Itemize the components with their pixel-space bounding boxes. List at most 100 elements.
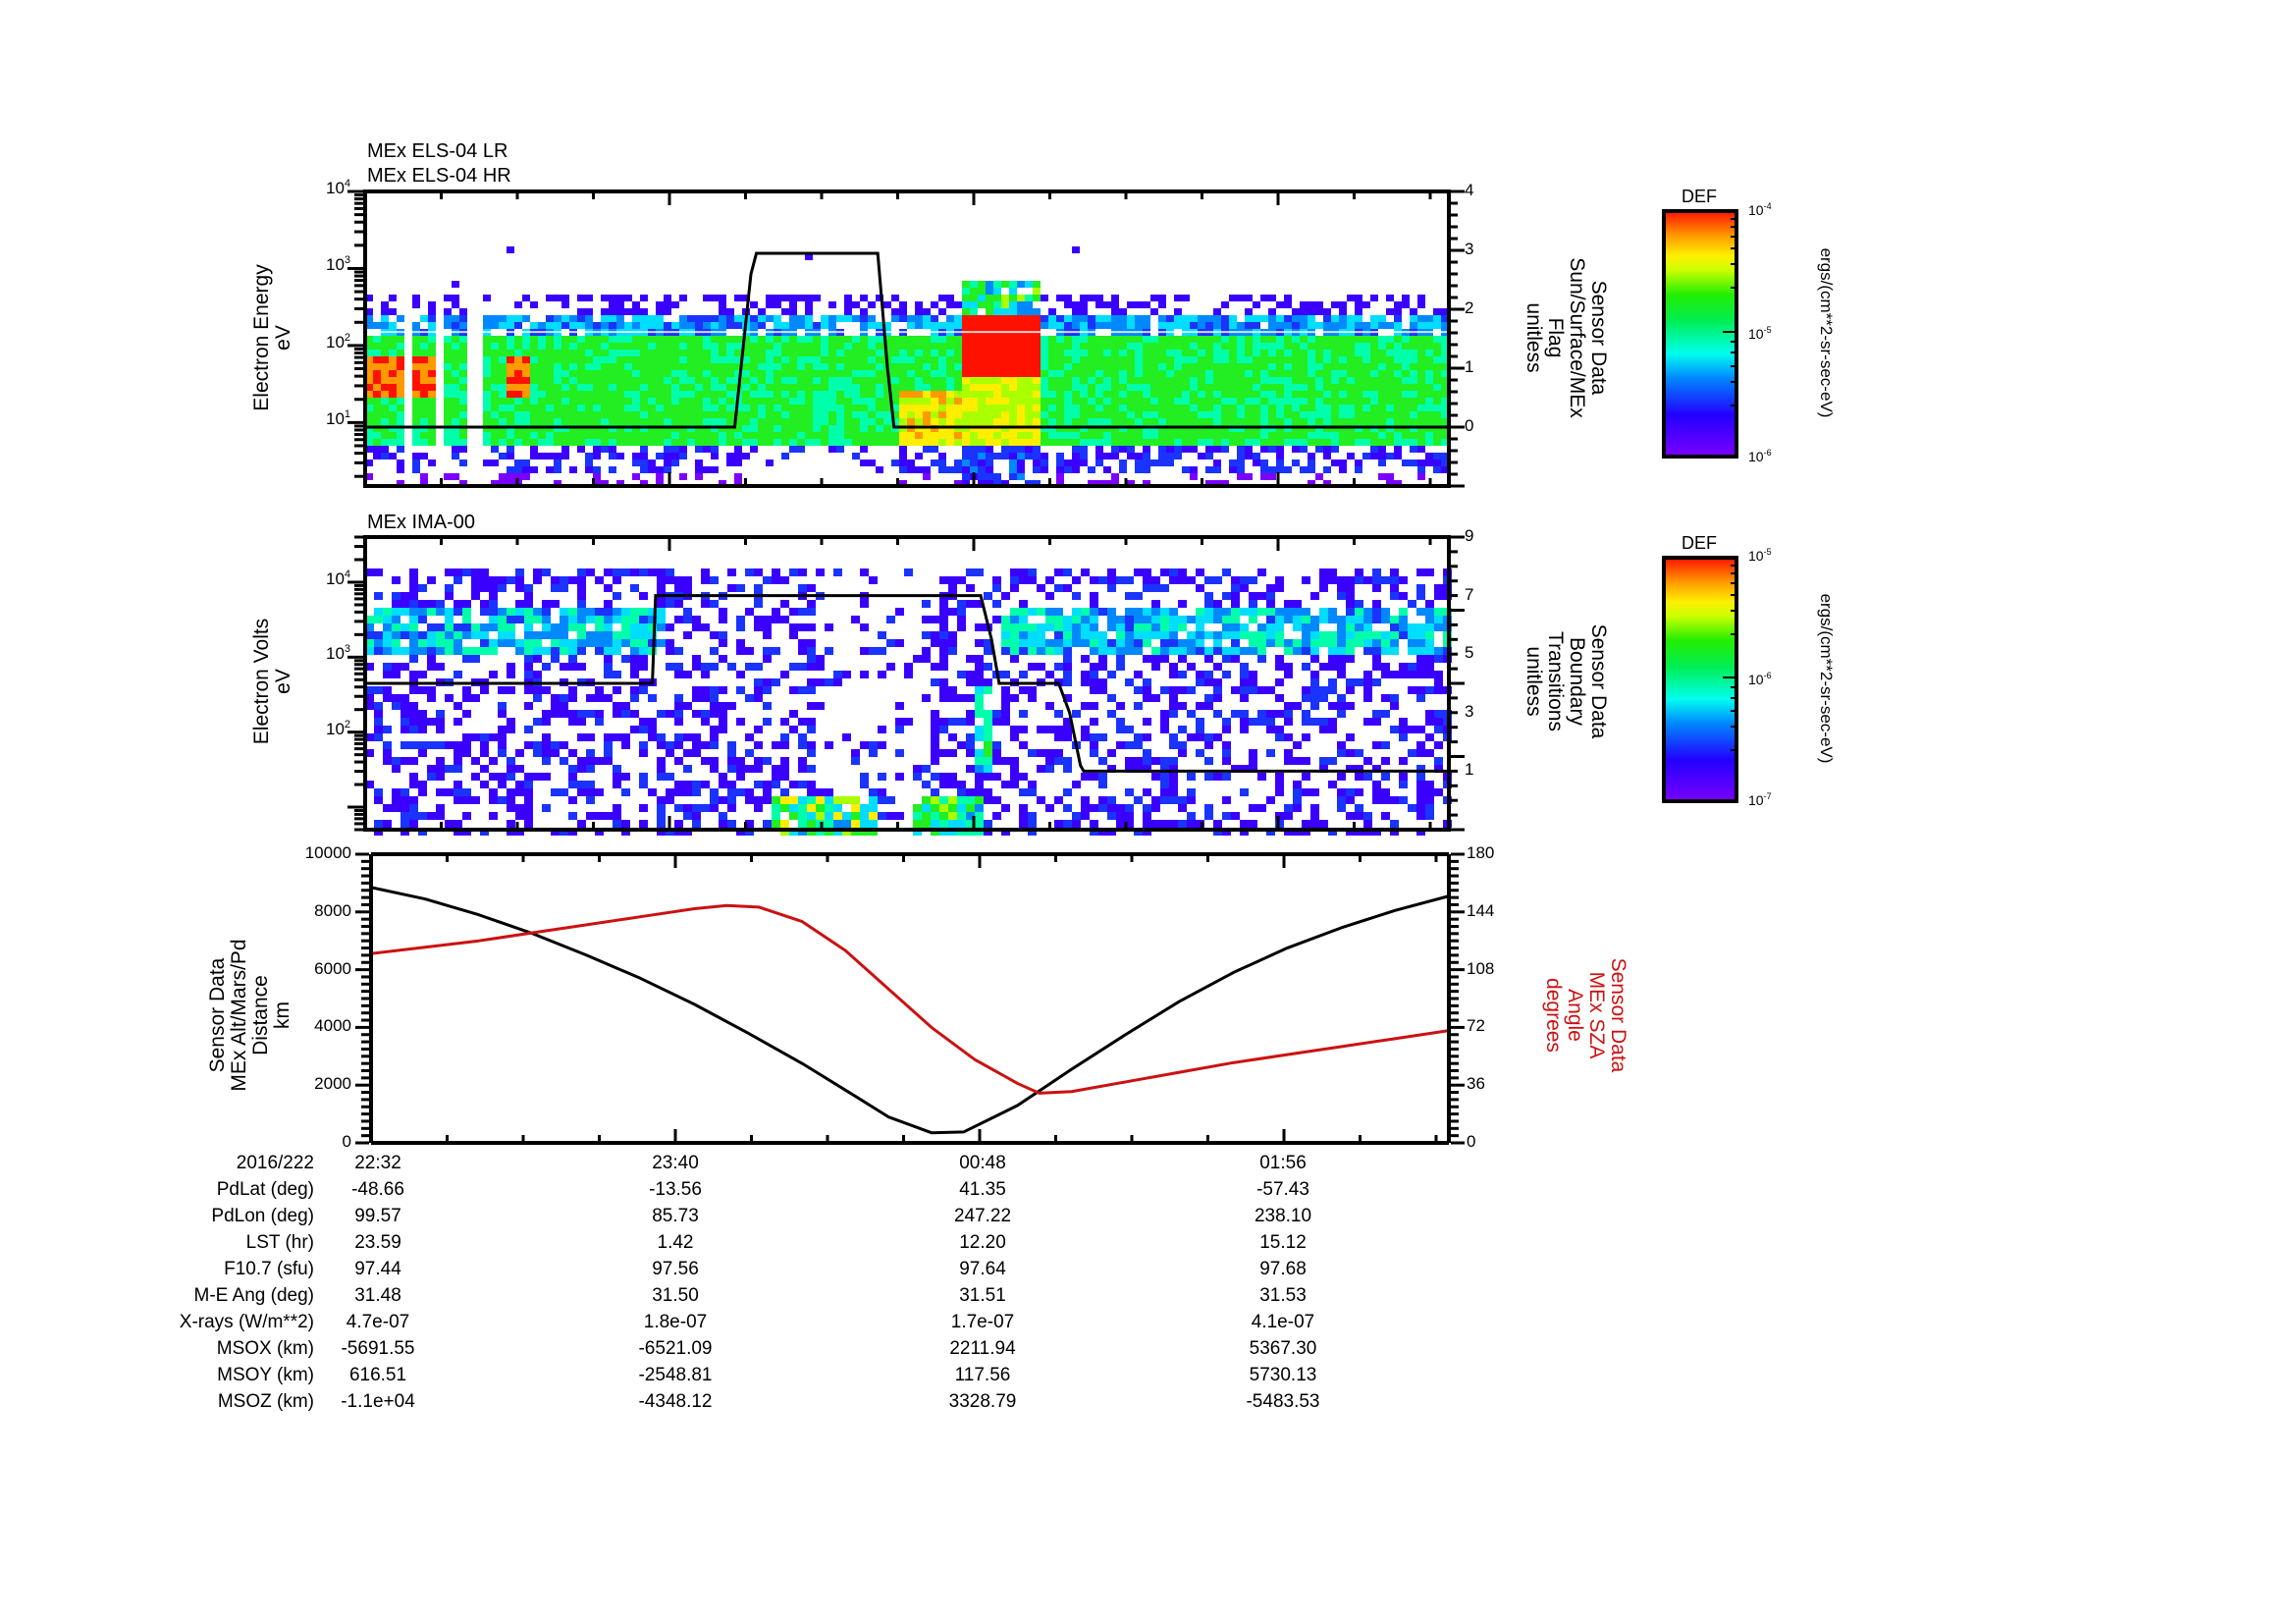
y-tick-label: 103 bbox=[326, 254, 351, 275]
ima-colorbar-min: 10-7 bbox=[1748, 791, 1772, 808]
ephemeris-value: 12.20 bbox=[959, 1232, 1006, 1253]
ephemeris-value: -6521.09 bbox=[638, 1338, 713, 1359]
ima-colorbar-units: ergs/(cm**2-sr-sec-eV) bbox=[1817, 593, 1836, 764]
y-tick-label: 102 bbox=[326, 331, 351, 352]
y2-tick-label: 144 bbox=[1467, 900, 1495, 920]
y2-tick-label: 2 bbox=[1465, 298, 1474, 317]
els-y-axis-label: Electron Energy eV bbox=[250, 264, 294, 411]
sza-y2-axis-label: Sensor Data MEx SZA Angle degrees bbox=[1542, 957, 1629, 1073]
y-tick-label: 104 bbox=[326, 178, 351, 197]
y-tick-label: 103 bbox=[326, 643, 351, 664]
y2-tick-label: 7 bbox=[1465, 584, 1474, 604]
ephemeris-value: 15.12 bbox=[1259, 1232, 1307, 1253]
y2-tick-label: 5 bbox=[1465, 643, 1474, 663]
ephemeris-row-label: MSOZ (km) bbox=[217, 1391, 314, 1412]
els-colorbar-min: 10-6 bbox=[1748, 448, 1772, 464]
ephemeris-value: 247.22 bbox=[953, 1206, 1012, 1226]
ephemeris-value: 41.35 bbox=[959, 1179, 1006, 1200]
ephemeris-value: 2211.94 bbox=[949, 1338, 1016, 1359]
ephemeris-value: 31.50 bbox=[652, 1285, 699, 1306]
y-tick-label: 0 bbox=[342, 1132, 351, 1151]
ephemeris-value: 238.10 bbox=[1254, 1206, 1312, 1226]
distance-y-axis-label: Sensor Data MEx Alt/Mars/Pd Distance km bbox=[206, 939, 294, 1092]
els-colorbar-max: 10-4 bbox=[1748, 201, 1772, 218]
y-tick-label: 6000 bbox=[314, 958, 351, 978]
y-tick-label: 104 bbox=[326, 568, 351, 588]
ima-colorbar-max: 10-5 bbox=[1748, 547, 1772, 564]
ima-y2-axis-label: Sensor Data Boundary Transitions unitless bbox=[1522, 623, 1610, 739]
ephemeris-value: -1.1e+04 bbox=[341, 1391, 415, 1412]
ephemeris-value: -5691.55 bbox=[341, 1338, 415, 1359]
distance-sza-line-chart bbox=[355, 852, 1465, 1145]
ephemeris-row-label: MSOY (km) bbox=[217, 1365, 314, 1385]
time-label: 23:40 bbox=[652, 1153, 699, 1173]
ephemeris-date-label: 2016/222 bbox=[236, 1153, 314, 1173]
ephemeris-row-label: LST (hr) bbox=[245, 1232, 314, 1253]
ephemeris-value: 616.51 bbox=[348, 1365, 407, 1385]
ephemeris-value: -13.56 bbox=[649, 1179, 702, 1200]
ephemeris-value: -5483.53 bbox=[1246, 1391, 1320, 1412]
ima-colorbar-title: DEF bbox=[1682, 533, 1717, 553]
ima-spectrogram bbox=[347, 535, 1465, 836]
ephemeris-value: 31.51 bbox=[959, 1285, 1006, 1306]
ephemeris-value: 3328.79 bbox=[948, 1391, 1017, 1412]
ephemeris-value: -2548.81 bbox=[638, 1365, 713, 1385]
ephemeris-value: 1.42 bbox=[657, 1232, 694, 1253]
ephemeris-table: 2016/222 22:32 23:40 00:48 01:56 PdLat (… bbox=[0, 1150, 1472, 1444]
y2-tick-label: 1 bbox=[1465, 357, 1474, 376]
y2-tick-label: 36 bbox=[1467, 1074, 1485, 1094]
y-tick-label: 101 bbox=[326, 408, 351, 429]
y2-tick-label: 1 bbox=[1465, 760, 1474, 780]
ephemeris-value: -4348.12 bbox=[638, 1391, 713, 1412]
y2-tick-label: 9 bbox=[1465, 526, 1474, 545]
y2-tick-label: 0 bbox=[1465, 416, 1474, 435]
els-y2-axis-label: Sensor Data Sun/Surface/MEx Flag unitless bbox=[1522, 257, 1610, 418]
y2-tick-label: 4 bbox=[1465, 181, 1474, 199]
ima-colorbar bbox=[1662, 556, 1738, 803]
ephemeris-row-label: X-rays (W/m**2) bbox=[179, 1312, 314, 1332]
els-title-lr: MEx ELS-04 LR bbox=[367, 140, 508, 162]
ephemeris-value: 97.68 bbox=[1259, 1259, 1307, 1279]
ephemeris-value: -57.43 bbox=[1256, 1179, 1309, 1200]
els-colorbar-mid: 10-5 bbox=[1748, 325, 1772, 342]
ephemeris-value: 1.8e-07 bbox=[643, 1312, 708, 1332]
y-tick-label: 2000 bbox=[314, 1074, 351, 1094]
y-tick-label: 102 bbox=[326, 718, 351, 738]
ephemeris-row-label: M-E Ang (deg) bbox=[193, 1285, 315, 1306]
ephemeris-value: 117.56 bbox=[954, 1365, 1011, 1385]
ephemeris-value: 97.64 bbox=[959, 1259, 1006, 1279]
ephemeris-value: 31.48 bbox=[354, 1285, 401, 1306]
ephemeris-value: 4.1e-07 bbox=[1251, 1312, 1315, 1332]
ima-title: MEx IMA-00 bbox=[367, 512, 476, 533]
time-label: 22:32 bbox=[354, 1153, 401, 1173]
ephemeris-value: 85.73 bbox=[652, 1206, 699, 1226]
y-tick-label: 4000 bbox=[314, 1016, 351, 1036]
ephemeris-value: 99.57 bbox=[354, 1206, 401, 1226]
ephemeris-value: 97.56 bbox=[652, 1259, 699, 1279]
y2-tick-label: 3 bbox=[1465, 701, 1474, 721]
els-colorbar bbox=[1662, 209, 1738, 459]
ima-colorbar-mid: 10-6 bbox=[1748, 671, 1772, 687]
els-colorbar-title: DEF bbox=[1682, 187, 1717, 206]
ephemeris-row-label: MSOX (km) bbox=[216, 1338, 314, 1359]
ephemeris-row-label: PdLat (deg) bbox=[216, 1179, 314, 1200]
time-label: 01:56 bbox=[1259, 1153, 1307, 1173]
y2-tick-label: 180 bbox=[1467, 843, 1495, 862]
ephemeris-value: 23.59 bbox=[354, 1232, 401, 1253]
y2-tick-label: 72 bbox=[1467, 1016, 1485, 1036]
y2-tick-label: 3 bbox=[1465, 240, 1474, 258]
els-spectrogram bbox=[347, 189, 1465, 488]
ephemeris-value: 1.7e-07 bbox=[950, 1312, 1015, 1332]
ephemeris-value: 5730.13 bbox=[1249, 1365, 1317, 1385]
ephemeris-value: 4.7e-07 bbox=[346, 1312, 410, 1332]
ephemeris-value: -48.66 bbox=[351, 1179, 404, 1200]
time-label: 00:48 bbox=[959, 1153, 1006, 1173]
y-tick-label: 8000 bbox=[314, 900, 351, 920]
els-colorbar-units: ergs/(cm**2-sr-sec-eV) bbox=[1817, 247, 1836, 418]
y2-tick-label: 0 bbox=[1467, 1132, 1476, 1151]
ephemeris-row-label: F10.7 (sfu) bbox=[224, 1259, 314, 1279]
y-tick-label: 10000 bbox=[304, 843, 351, 862]
ima-y-axis-label: Electron Volts eV bbox=[250, 618, 294, 745]
ephemeris-value: 31.53 bbox=[1259, 1285, 1307, 1306]
els-title-hr: MEx ELS-04 HR bbox=[367, 165, 511, 187]
